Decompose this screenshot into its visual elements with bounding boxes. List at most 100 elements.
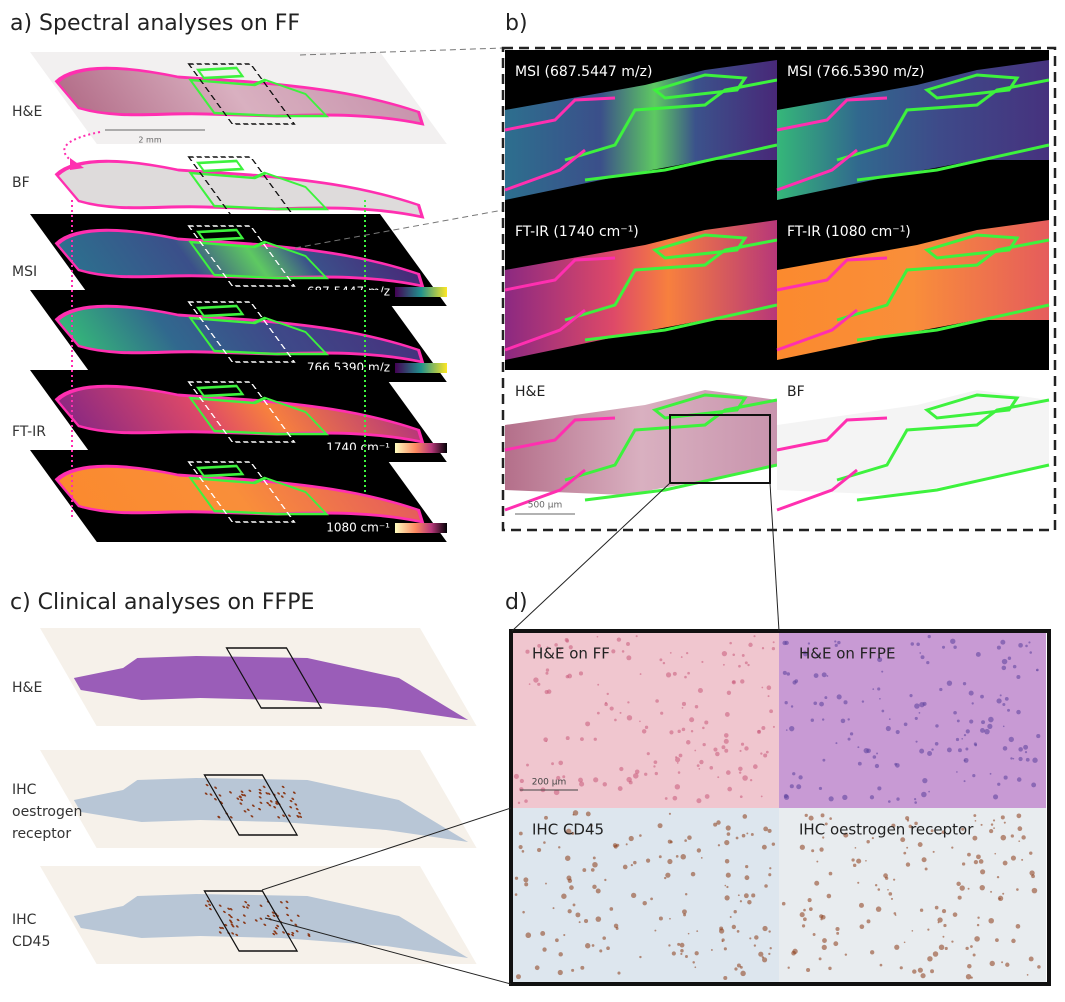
- cell: [592, 856, 596, 860]
- cell: [522, 910, 525, 914]
- cell: [761, 844, 767, 850]
- tissue: [777, 60, 1049, 200]
- panel-frame: [509, 629, 1051, 986]
- cell: [617, 971, 621, 975]
- cell: [836, 694, 842, 700]
- cell: [1031, 782, 1037, 788]
- cell: [946, 680, 953, 686]
- cell: [959, 885, 965, 891]
- roi-pink: [504, 256, 616, 352]
- cell: [856, 858, 862, 864]
- connector: [294, 209, 504, 249]
- stain-dot: [277, 816, 281, 819]
- roi-pink: [776, 416, 888, 512]
- cell: [813, 701, 818, 706]
- cell: [677, 729, 681, 734]
- cell: [843, 832, 849, 838]
- cell: [680, 656, 683, 658]
- cell: [704, 720, 709, 725]
- cell: [958, 748, 962, 753]
- cell: [999, 694, 1002, 697]
- cell: [595, 916, 602, 922]
- tile-title: H&E on FF: [532, 645, 610, 663]
- cell: [663, 876, 667, 880]
- cell: [747, 900, 752, 905]
- cell: [895, 729, 900, 735]
- cell: [1015, 924, 1021, 929]
- cell: [879, 697, 881, 700]
- cell: [835, 926, 840, 932]
- cell: [518, 831, 523, 836]
- cell: [789, 784, 794, 789]
- stain-dot: [291, 933, 294, 937]
- cell: [1025, 644, 1028, 648]
- cell: [644, 772, 648, 776]
- cell: [1024, 751, 1028, 754]
- cell: [741, 833, 746, 838]
- roi-green: [836, 233, 1050, 342]
- cell: [599, 949, 603, 953]
- cell: [612, 843, 618, 848]
- cell: [609, 706, 614, 711]
- cell: [919, 748, 925, 754]
- cell: [525, 932, 532, 939]
- cell: [604, 878, 607, 882]
- cell: [894, 762, 898, 766]
- cell: [979, 884, 985, 891]
- slice-layer: [30, 450, 447, 542]
- cell: [927, 928, 930, 931]
- cell: [753, 944, 757, 947]
- cell: [1002, 725, 1005, 728]
- cell: [724, 839, 730, 846]
- cell: [906, 819, 910, 822]
- cell: [540, 931, 546, 936]
- cell: [970, 976, 973, 979]
- cell: [642, 900, 647, 906]
- cell: [911, 930, 914, 932]
- cell: [888, 892, 893, 896]
- cell: [951, 940, 954, 943]
- cell: [1002, 746, 1008, 751]
- cell: [1010, 757, 1013, 760]
- stain-dot: [240, 798, 243, 802]
- cell: [961, 862, 966, 866]
- cell: [837, 640, 841, 645]
- cell: [591, 944, 595, 947]
- cell: [713, 822, 718, 827]
- cell: [754, 935, 759, 940]
- layer-label: H&E: [12, 104, 42, 120]
- cell: [941, 909, 947, 914]
- cell: [521, 850, 525, 853]
- tissue: [73, 894, 469, 958]
- cell: [952, 912, 958, 917]
- cell: [965, 747, 969, 751]
- cell: [976, 923, 980, 927]
- cell: [792, 772, 796, 776]
- cell: [684, 675, 687, 679]
- cell: [980, 694, 984, 699]
- tissue: [777, 220, 1049, 360]
- cell: [849, 732, 854, 736]
- cell: [992, 794, 999, 800]
- cell: [821, 915, 826, 920]
- panel-frame: [501, 46, 1057, 532]
- cell: [804, 813, 808, 817]
- tile-title: MSI (766.5390 m/z): [787, 64, 924, 80]
- cell: [639, 834, 642, 837]
- cell: [584, 919, 589, 924]
- cell: [807, 642, 811, 645]
- cell: [928, 790, 930, 793]
- cell: [565, 736, 570, 741]
- roi-pink: [504, 96, 616, 192]
- cell: [585, 721, 591, 727]
- cell: [893, 912, 897, 915]
- cell: [525, 649, 530, 654]
- cell: [877, 888, 881, 891]
- tissue: [505, 220, 777, 360]
- cell: [639, 673, 642, 676]
- cell: [738, 766, 743, 772]
- cell: [976, 854, 981, 860]
- cell: [987, 723, 993, 729]
- cell: [874, 763, 880, 769]
